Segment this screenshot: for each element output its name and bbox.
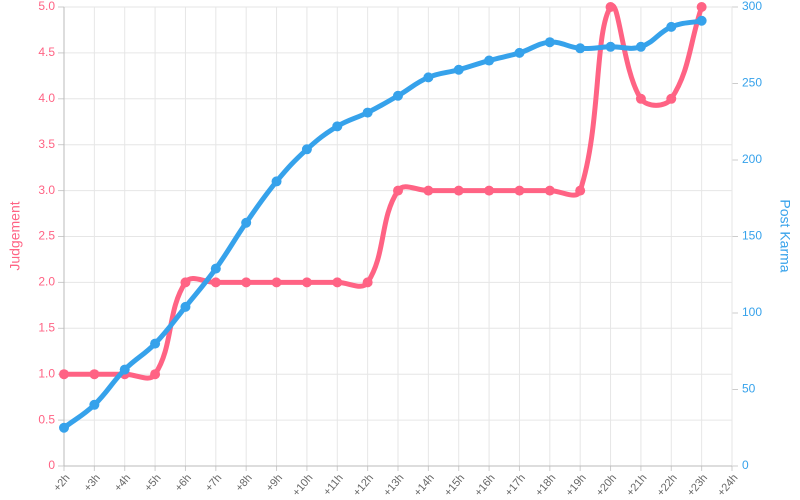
- point: [544, 185, 555, 196]
- y2-tick-label: 200: [742, 152, 762, 166]
- point: [393, 185, 403, 196]
- point: [544, 37, 555, 48]
- x-tick-label: +17h: [503, 472, 528, 499]
- point: [271, 176, 282, 187]
- y-tick-label: 0.5: [38, 412, 55, 426]
- x-tick-label: +12h: [351, 472, 376, 499]
- x-tick-label: +20h: [594, 472, 619, 499]
- point: [635, 93, 646, 104]
- x-tick-label: +3h: [82, 472, 103, 494]
- x-tick-label: +13h: [381, 472, 406, 499]
- x-tick-label: +15h: [442, 472, 467, 499]
- point: [89, 369, 100, 380]
- x-tick-label: +6h: [173, 472, 194, 494]
- x-tick-label: +2h: [51, 472, 72, 494]
- y-tick-label: 1.5: [38, 320, 55, 334]
- x-tick-label: +19h: [564, 472, 589, 499]
- x-tick-label: +21h: [624, 472, 649, 499]
- x-tick-label: +8h: [234, 472, 255, 494]
- x-tick-label: +24h: [715, 472, 740, 499]
- x-tick-label: +16h: [472, 472, 497, 499]
- point: [696, 2, 707, 12]
- point: [575, 185, 586, 196]
- point: [332, 121, 343, 132]
- point: [210, 263, 221, 274]
- y-tick-label: 0: [48, 458, 55, 472]
- y2-tick-label: 150: [742, 229, 762, 243]
- point: [210, 277, 221, 288]
- point: [635, 41, 646, 52]
- point: [666, 93, 677, 104]
- y-tick-label: 3.0: [38, 183, 55, 197]
- y2-axis-title: Post Karma: [777, 199, 793, 272]
- point: [484, 55, 495, 66]
- x-tick-label: +22h: [655, 472, 680, 499]
- point: [150, 369, 161, 380]
- point: [180, 301, 191, 312]
- x-tick-label: +7h: [203, 472, 224, 494]
- point: [696, 15, 707, 26]
- y2-tick-label: 300: [742, 0, 762, 13]
- point: [362, 107, 373, 118]
- x-tick-label: +4h: [112, 472, 133, 494]
- point: [271, 277, 282, 288]
- point: [423, 72, 434, 83]
- point: [575, 43, 586, 54]
- y-tick-label: 5.0: [38, 0, 55, 13]
- point: [453, 64, 464, 75]
- y-tick-label: 1.0: [38, 366, 55, 380]
- point: [605, 41, 616, 52]
- x-tick-label: +9h: [264, 472, 285, 494]
- y-tick-label: 2.0: [38, 275, 55, 289]
- series-line: [62, 18, 703, 430]
- point: [514, 185, 525, 196]
- point: [453, 185, 464, 196]
- point: [605, 2, 616, 12]
- y-tick-label: 4.0: [38, 91, 55, 105]
- point: [59, 422, 69, 433]
- point: [150, 338, 161, 349]
- point: [241, 217, 252, 228]
- y2-tick-label: 0: [742, 458, 749, 472]
- x-tick-label: +10h: [290, 472, 315, 499]
- y2-tick-label: 50: [742, 382, 756, 396]
- point: [89, 399, 100, 410]
- x-tick-label: +11h: [321, 472, 346, 498]
- y2-tick-label: 100: [742, 305, 762, 319]
- x-tick-label: +18h: [533, 472, 558, 499]
- point: [484, 185, 495, 196]
- point: [393, 90, 403, 101]
- y-tick-label: 3.5: [38, 137, 55, 151]
- point: [423, 185, 434, 196]
- point: [59, 369, 69, 380]
- x-tick-label: +5h: [142, 472, 163, 494]
- point: [362, 277, 373, 288]
- point: [119, 364, 130, 375]
- y-tick-label: 2.5: [38, 229, 55, 243]
- point: [180, 277, 191, 288]
- y-tick-label: 4.5: [38, 45, 55, 59]
- y-axis-title: Judgement: [7, 201, 23, 270]
- series-line: [64, 3, 705, 381]
- x-tick-label: +23h: [685, 472, 710, 499]
- point: [666, 21, 677, 32]
- point: [301, 277, 312, 288]
- point: [332, 277, 343, 288]
- point: [514, 47, 525, 58]
- point: [241, 277, 252, 288]
- point: [301, 144, 312, 155]
- y2-tick-label: 250: [742, 76, 762, 90]
- x-tick-label: +14h: [412, 472, 437, 499]
